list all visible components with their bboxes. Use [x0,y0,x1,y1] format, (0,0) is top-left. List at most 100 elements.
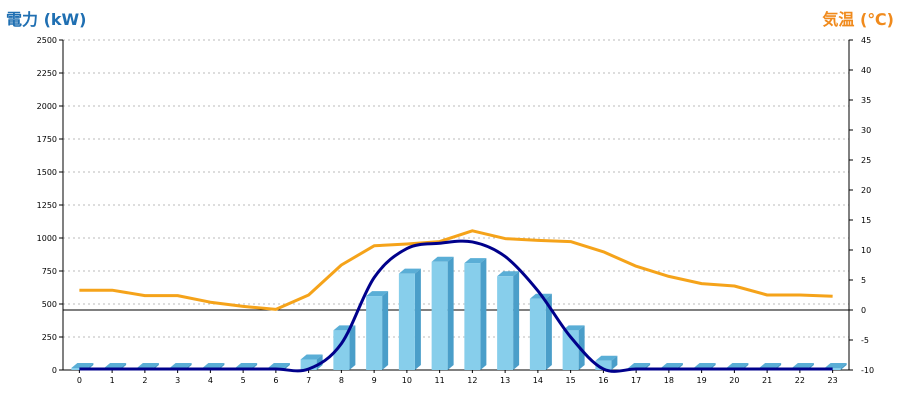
x-tick-label: 1 [110,376,115,385]
bar-top [267,363,290,368]
bar-top [628,363,651,368]
x-tick-label: 18 [664,376,674,385]
x-tick-label: 12 [467,376,477,385]
bar [366,291,389,370]
temperature-line [79,229,833,311]
bar-front [497,276,514,370]
right-tick-label: 20 [861,186,871,195]
bar-side [611,355,618,370]
left-tick-label: 2000 [37,102,57,111]
bar-top [104,363,127,368]
right-tick-label: 45 [861,36,871,45]
left-tick-label: 1750 [37,135,57,144]
left-tick-label: 2250 [37,69,57,78]
bar [497,271,520,370]
right-tick-label: 35 [861,96,871,105]
right-tick-label: 30 [861,126,871,135]
bar [595,355,618,370]
bar-side [382,291,389,370]
bar-side [349,325,356,370]
bar-side [545,293,552,370]
bar-top [660,363,683,368]
bar-top [595,355,618,361]
x-tick-label: 22 [795,376,805,385]
left-axis-title: 電力 (kW) [6,10,87,29]
x-tick-label: 15 [566,376,576,385]
right-tick-label: 15 [861,216,871,225]
right-tick-label: 40 [861,66,871,75]
bar-side [414,268,421,370]
bar-top [497,271,520,277]
x-tick-label: 16 [598,376,608,385]
bar-front [431,261,448,370]
bar-top [169,363,192,368]
bar-top [759,363,782,368]
bar-front [398,273,415,370]
x-tick-label: 10 [402,376,412,385]
x-tick-label: 7 [306,376,311,385]
x-tick-label: 0 [77,376,82,385]
bar-side [513,271,520,370]
bar-front [366,296,383,370]
x-tick-label: 4 [208,376,213,385]
bar-front [529,298,546,370]
x-tick-label: 23 [828,376,838,385]
right-tick-label: -5 [861,336,869,345]
left-tick-label: 250 [42,333,57,342]
bar-top [431,256,454,262]
x-tick-label: 19 [697,376,707,385]
bar-top [366,291,389,297]
bar-top [791,363,814,368]
bar [431,256,454,370]
x-tick-label: 3 [175,376,180,385]
x-tick-label: 2 [142,376,147,385]
bar [398,268,421,370]
left-tick-label: 2500 [37,36,57,45]
bar-side [480,258,487,370]
bar-front [595,360,612,370]
bar-top [235,363,258,368]
bar [464,258,487,370]
bar-side [447,256,454,370]
x-tick-label: 20 [729,376,739,385]
x-tick-label: 9 [372,376,377,385]
left-tick-label: 1250 [37,201,57,210]
bar [529,293,552,370]
left-tick-label: 1500 [37,168,57,177]
right-tick-label: -10 [861,366,874,375]
power-line [79,239,833,373]
left-tick-label: 0 [52,366,57,375]
bar-top [398,268,421,274]
right-tick-label: 10 [861,246,871,255]
left-tick-label: 500 [42,300,57,309]
left-tick-label: 750 [42,267,57,276]
bar-side [840,363,847,370]
x-tick-label: 11 [435,376,445,385]
x-tick-label: 8 [339,376,344,385]
x-tick-label: 13 [500,376,510,385]
x-tick-label: 5 [241,376,246,385]
bar-top [693,363,716,368]
x-tick-label: 21 [762,376,772,385]
x-tick-label: 14 [533,376,543,385]
bar-front [464,263,481,370]
x-tick-label: 6 [273,376,278,385]
bar-front [333,330,350,370]
bar-front [300,359,317,370]
bar-top [726,363,749,368]
right-tick-label: 5 [861,276,866,285]
bar-top [300,354,323,360]
left-tick-label: 1000 [37,234,57,243]
bar-top [824,363,847,368]
bar-top [464,258,487,264]
bar-top [202,363,225,368]
right-tick-label: 0 [861,306,866,315]
right-axis-title: 気温 (℃) [822,10,894,29]
bar-top [136,363,159,368]
right-tick-label: 25 [861,156,871,165]
bar-side [283,363,290,370]
bar-top [71,363,94,368]
bar-top [562,325,585,331]
x-tick-label: 17 [631,376,641,385]
